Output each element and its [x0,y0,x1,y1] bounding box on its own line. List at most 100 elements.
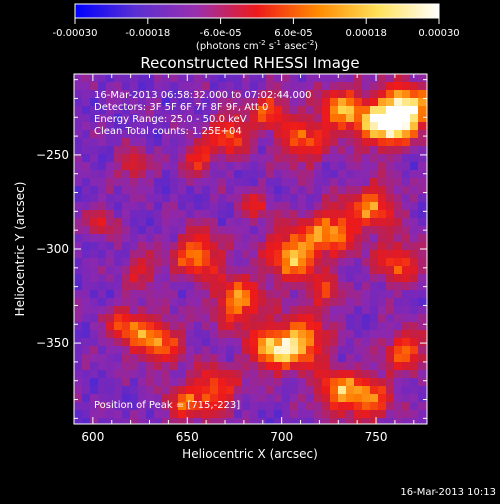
x-tick-label: 600 [81,430,104,444]
heatmap-pixel [370,170,379,179]
heatmap-pixel [250,298,259,307]
heatmap-pixel [82,362,91,371]
heatmap-pixel [146,290,155,299]
heatmap-pixel [378,410,387,419]
heatmap-pixel [242,410,251,419]
heatmap-pixel [98,250,107,259]
heatmap-pixel [178,178,187,187]
heatmap-pixel [378,170,387,179]
heatmap-pixel [122,306,131,315]
heatmap-pixel [242,130,251,139]
heatmap-pixel [106,162,115,171]
heatmap-pixel [218,386,227,395]
annotation-block: 16-Mar-2013 06:58:32.000 to 07:02:44.000… [94,90,312,137]
heatmap-pixel [186,418,195,424]
heatmap-pixel [258,218,267,227]
heatmap-pixel [226,266,235,275]
heatmap-pixel [370,258,379,267]
heatmap-pixel [234,290,243,299]
heatmap-pixel [146,106,155,115]
heatmap-pixel [282,98,291,107]
heatmap-pixel [250,162,259,171]
heatmap-pixel [410,290,419,299]
heatmap-pixel [330,306,339,315]
heatmap-pixel [74,194,83,203]
heatmap-pixel [162,410,171,419]
heatmap-pixel [154,210,163,219]
heatmap-pixel [338,314,347,323]
heatmap-pixel [226,98,235,107]
heatmap-pixel [186,202,195,211]
heatmap-pixel [210,290,219,299]
heatmap-pixel [226,138,235,147]
heatmap-pixel [242,338,251,347]
heatmap-pixel [394,394,403,403]
heatmap-pixel [418,74,427,83]
heatmap-pixel [202,130,211,139]
heatmap-pixel [386,226,395,235]
heatmap-pixel [378,114,387,123]
heatmap-pixel [74,274,83,283]
heatmap-pixel [298,370,307,379]
heatmap-pixel [346,322,355,331]
heatmap-pixel [74,234,83,243]
heatmap-pixel [146,82,155,91]
heatmap-pixel [98,354,107,363]
heatmap-pixel [250,250,259,259]
heatmap-pixel [266,394,275,403]
heatmap-pixel [210,378,219,387]
heatmap-pixel [338,378,347,387]
heatmap-pixel [250,146,259,155]
heatmap-pixel [122,250,131,259]
heatmap-pixel [210,418,219,424]
heatmap-pixel [306,74,315,83]
heatmap-pixel [194,162,203,171]
heatmap-pixel [114,186,123,195]
heatmap-pixel [130,298,139,307]
heatmap-pixel [122,258,131,267]
heatmap-pixel [242,218,251,227]
heatmap-pixel [202,338,211,347]
heatmap-pixel [194,74,203,83]
heatmap-pixel [410,258,419,267]
heatmap-pixel [298,306,307,315]
heatmap-pixel [418,282,427,291]
heatmap-pixel [130,170,139,179]
heatmap-pixel [234,378,243,387]
heatmap-pixel [274,194,283,203]
heatmap-pixel [338,194,347,203]
heatmap-pixel [346,418,355,424]
heatmap-pixel [162,186,171,195]
heatmap-pixel [354,370,363,379]
heatmap-pixel [138,154,147,163]
heatmap-pixel [130,90,139,99]
heatmap-pixel [250,322,259,331]
heatmap-pixel [162,418,171,424]
heatmap-pixel [154,226,163,235]
heatmap-pixel [114,226,123,235]
heatmap-pixel [258,370,267,379]
heatmap-pixel [242,394,251,403]
heatmap-pixel [122,282,131,291]
heatmap-pixel [218,194,227,203]
heatmap-pixel [90,138,99,147]
heatmap-pixel [194,410,203,419]
heatmap-pixel [194,354,203,363]
heatmap-pixel [410,394,419,403]
heatmap-pixel [322,130,331,139]
heatmap-pixel [122,210,131,219]
heatmap-pixel [218,82,227,91]
heatmap-pixel [146,90,155,99]
heatmap-pixel [82,202,91,211]
heatmap-pixel [394,234,403,243]
heatmap-pixel [274,282,283,291]
heatmap-pixel [154,410,163,419]
heatmap-pixel [202,290,211,299]
heatmap-pixel [130,106,139,115]
heatmap-pixel [90,218,99,227]
heatmap-pixel [194,330,203,339]
heatmap-pixel [138,114,147,123]
heatmap-pixel [146,98,155,107]
heatmap-pixel [194,106,203,115]
heatmap-pixel [74,386,83,395]
